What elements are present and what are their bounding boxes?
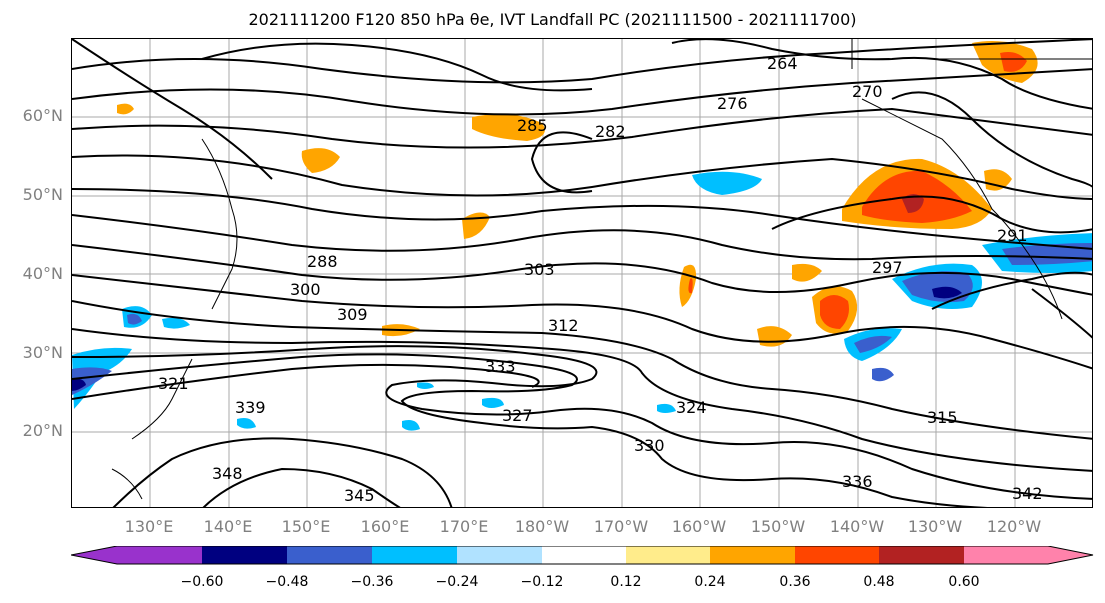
map-canvas: 264 270 276 282 285 288 291 297 300 303 … [72, 39, 1092, 507]
contour-label-327: 327 [502, 406, 533, 425]
lat-label-30n: 30°N [22, 343, 63, 362]
contour-label-345: 345 [344, 486, 375, 505]
colorbar-tick: 0.48 [863, 574, 895, 590]
contour-label-339: 339 [235, 398, 266, 417]
lon-label-150e: 150°E [281, 517, 331, 536]
colorbar-arrow-left [71, 546, 202, 564]
lat-label-50n: 50°N [22, 185, 63, 204]
colorbar-tick: 0.60 [948, 574, 980, 590]
colorbar-graphic [70, 545, 1094, 565]
theta-e-contours [72, 39, 1092, 507]
contour-label-324: 324 [676, 398, 707, 417]
contour-label-348: 348 [212, 464, 243, 483]
map-panel: 264 270 276 282 285 288 291 297 300 303 … [71, 38, 1093, 508]
contour-label-315: 315 [927, 408, 958, 427]
lon-label-150w: 150°W [750, 517, 806, 536]
contour-label-312: 312 [548, 316, 579, 335]
colorbar-tick: −0.24 [435, 574, 479, 590]
contour-label-270: 270 [852, 82, 883, 101]
contour-label-297: 297 [872, 258, 903, 277]
contour-label-285: 285 [517, 116, 548, 135]
contour-label-330: 330 [634, 436, 665, 455]
contour-labels: 264 270 276 282 285 288 291 297 300 303 … [158, 54, 1043, 505]
graticule [72, 39, 1092, 507]
colorbar-segment [372, 546, 457, 564]
contour-label-336: 336 [842, 472, 873, 491]
colorbar [70, 545, 1095, 570]
lon-label-170w: 170°W [593, 517, 649, 536]
contour-label-300: 300 [290, 280, 321, 299]
contour-label-309: 309 [337, 305, 368, 324]
lon-label-170e: 170°E [439, 517, 489, 536]
lat-label-40n: 40°N [22, 264, 63, 283]
colorbar-arrow-right [964, 546, 1093, 564]
shaded-regions [72, 41, 1092, 431]
colorbar-tick: 0.24 [694, 574, 726, 590]
lat-label-60n: 60°N [22, 106, 63, 125]
contour-label-288: 288 [307, 252, 338, 271]
lon-label-140w: 140°W [829, 517, 885, 536]
lon-label-160e: 160°E [360, 517, 410, 536]
colorbar-segment [795, 546, 879, 564]
coastlines [111, 39, 1092, 500]
contour-label-276: 276 [717, 94, 748, 113]
contour-label-342: 342 [1012, 484, 1043, 503]
colorbar-tick: −0.48 [265, 574, 309, 590]
lat-label-20n: 20°N [22, 421, 63, 440]
colorbar-segment [879, 546, 964, 564]
contour-label-264: 264 [767, 54, 798, 73]
colorbar-segment [202, 546, 287, 564]
lon-label-140e: 140°E [203, 517, 253, 536]
colorbar-tick: −0.12 [520, 574, 564, 590]
contour-label-282: 282 [595, 122, 626, 141]
colorbar-segment [710, 546, 795, 564]
colorbar-tick: 0.36 [779, 574, 811, 590]
contour-label-321: 321 [158, 374, 189, 393]
lon-label-120w: 120°W [986, 517, 1042, 536]
map-title: 2021111200 F120 850 hPa θe, IVT Landfall… [248, 10, 857, 29]
colorbar-segment [287, 546, 372, 564]
contour-label-333: 333 [485, 357, 516, 376]
lon-label-180w: 180°W [514, 517, 570, 536]
colorbar-tick: 0.12 [610, 574, 642, 590]
colorbar-segment [542, 546, 626, 564]
lon-label-130w: 130°W [907, 517, 963, 536]
lon-label-130e: 130°E [124, 517, 174, 536]
colorbar-segment [626, 546, 710, 564]
lon-label-160w: 160°W [671, 517, 727, 536]
contour-label-303: 303 [524, 260, 555, 279]
colorbar-tick: −0.60 [180, 574, 224, 590]
colorbar-segment [457, 546, 542, 564]
contour-label-291: 291 [997, 226, 1028, 245]
colorbar-tick: −0.36 [350, 574, 394, 590]
